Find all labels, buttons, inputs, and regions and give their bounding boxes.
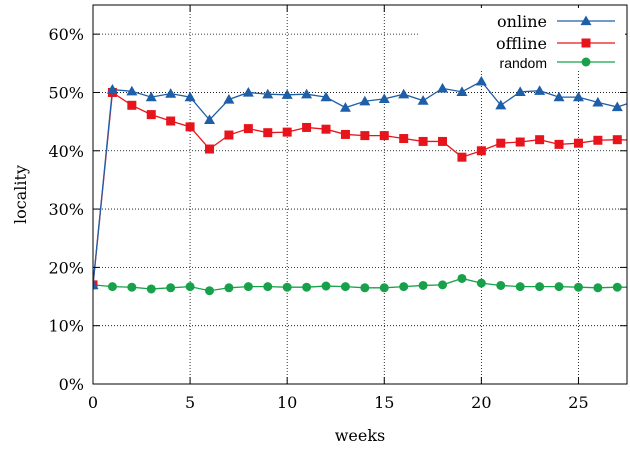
data-point-offline [263,128,272,137]
y-axis-label: locality [11,165,30,224]
data-point-online [223,94,234,104]
data-point-offline [380,131,389,140]
data-point-random [108,282,117,291]
data-point-offline [477,146,486,155]
y-tick-label: 40% [48,142,84,161]
data-point-random [574,283,583,292]
data-point-random [516,282,525,291]
data-point-random [341,282,350,291]
data-point-online [301,89,312,99]
series-random [89,274,630,295]
y-tick-label: 0% [59,375,84,394]
data-point-random [263,282,272,291]
data-point-random [224,283,233,292]
data-point-offline [438,137,447,146]
legend: online offline random [420,8,625,71]
data-point-offline [360,131,369,140]
data-point-random [380,283,389,292]
legend-label-offline: offline [496,34,547,53]
x-tick-label: 0 [88,393,98,412]
data-point-random [419,281,428,290]
data-point-online [398,89,409,99]
data-point-random [283,283,292,292]
y-tick-label: 20% [48,258,84,277]
data-point-online [243,87,254,97]
data-point-random [360,283,369,292]
data-point-random [457,274,466,283]
data-point-random [535,282,544,291]
data-point-offline [166,117,175,126]
data-point-random [593,283,602,292]
data-point-offline [205,145,214,154]
y-tick-label: 50% [48,83,84,102]
data-point-offline [244,124,253,133]
series-online [88,76,630,289]
y-tick-label: 30% [48,200,84,219]
data-point-offline [457,153,466,162]
data-point-offline [574,139,583,148]
series-offline [89,88,630,289]
data-point-online [437,83,448,93]
data-point-offline [516,138,525,147]
data-point-offline [224,131,233,140]
legend-label-online: online [497,12,547,31]
legend-label-random: random [500,55,547,71]
data-point-online [534,85,545,95]
data-point-offline [399,134,408,143]
data-point-offline [496,139,505,148]
x-axis-label: weeks [335,426,386,445]
legend-marker-offline [582,39,591,48]
data-point-offline [147,110,156,119]
data-point-random [399,282,408,291]
data-point-random [147,284,156,293]
data-point-random [496,281,505,290]
data-point-random [438,280,447,289]
data-point-offline [186,122,195,131]
data-point-offline [419,137,428,146]
x-tick-label: 10 [277,393,297,412]
data-point-online [476,76,487,86]
x-tick-label: 25 [568,393,588,412]
x-tick-label: 5 [185,393,195,412]
data-point-offline [535,135,544,144]
y-tick-label: 10% [48,317,84,336]
series-line-online [93,81,630,285]
data-point-random [186,282,195,291]
x-tick-label: 15 [374,393,394,412]
legend-marker-random [582,58,591,67]
data-point-offline [341,130,350,139]
data-point-offline [302,123,311,132]
x-tick-label: 20 [471,393,491,412]
data-point-offline [322,125,331,134]
data-point-offline [613,135,622,144]
data-point-random [166,283,175,292]
data-point-random [613,283,622,292]
data-point-random [477,279,486,288]
data-point-offline [283,128,292,137]
data-point-offline [555,140,564,149]
data-point-offline [127,101,136,110]
data-point-random [555,282,564,291]
data-point-random [302,283,311,292]
y-tick-label: 60% [48,25,84,44]
data-point-offline [593,136,602,145]
data-point-random [244,282,253,291]
data-point-online [165,88,176,98]
data-point-online [573,92,584,102]
data-point-random [205,286,214,295]
data-point-random [322,282,331,291]
data-point-random [127,283,136,292]
series-layer [88,76,630,295]
